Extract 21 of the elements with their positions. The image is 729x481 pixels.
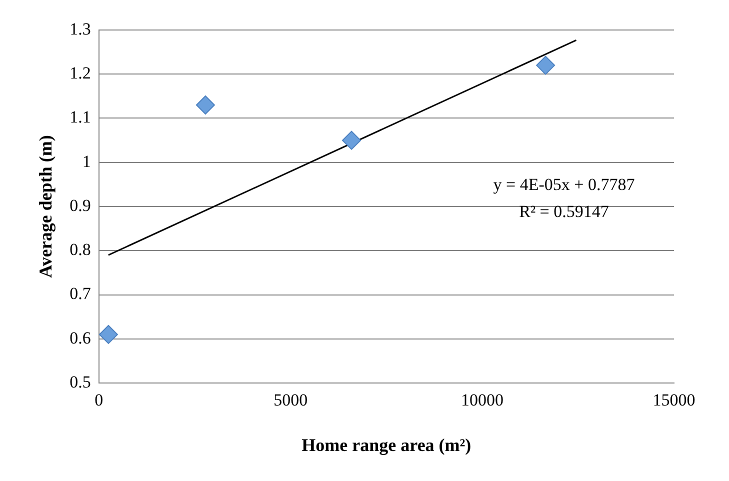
x-axis-title: Home range area (m²): [302, 434, 472, 455]
point: [196, 96, 215, 115]
x-tick-label: 15000: [652, 390, 696, 410]
x-tick-label: 0: [94, 390, 104, 410]
y-axis-title: Average depth (m): [35, 135, 56, 278]
x-tick-label: 10000: [461, 390, 504, 410]
y-tick-label: 0.5: [70, 372, 91, 392]
y-tick-label: 0.7: [70, 284, 92, 304]
x-tick-label: 5000: [274, 390, 308, 410]
point: [98, 324, 118, 344]
y-tick-label: 0.6: [70, 328, 91, 348]
y-tick-label: 1.3: [70, 19, 91, 38]
y-tick-label: 1: [82, 152, 91, 171]
point: [536, 56, 556, 75]
y-tick-label: 1.1: [70, 108, 91, 127]
annotation: y = 4E-05x + 0.7787: [493, 175, 636, 194]
annotation: R² = 0.59147: [519, 202, 610, 221]
y-tick-label: 1.2: [70, 64, 91, 83]
y-tick-label: 0.8: [70, 240, 91, 260]
point: [342, 130, 362, 150]
y-tick-label: 0.9: [70, 196, 91, 215]
